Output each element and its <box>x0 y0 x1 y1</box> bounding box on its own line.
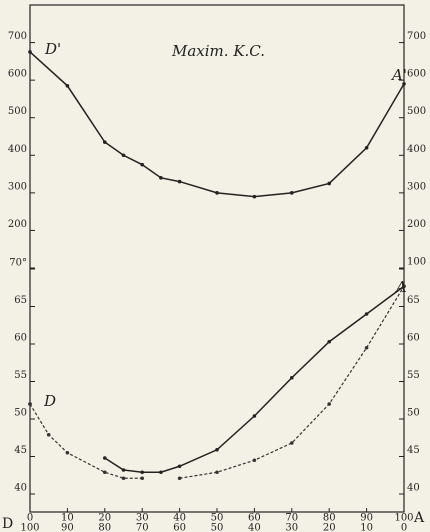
y-tick-label-right: 400 <box>407 144 426 155</box>
x2-tick-label: 0 <box>401 523 407 532</box>
point <box>65 83 70 88</box>
point <box>364 312 369 316</box>
x2-tick-label: 60 <box>173 523 186 532</box>
annotation: A <box>394 278 407 296</box>
axis-label-a: A <box>413 510 425 526</box>
y-tick-label-right: 55 <box>407 370 420 381</box>
point <box>140 162 144 167</box>
x-tick-label: 30 <box>136 513 149 524</box>
point <box>327 339 332 344</box>
point <box>28 50 32 54</box>
x2-tick-label: 80 <box>98 523 111 532</box>
point <box>252 414 257 418</box>
y-tick-label-right: 600 <box>407 69 426 80</box>
series-line <box>29 51 405 198</box>
point <box>121 476 126 481</box>
x2-tick-label: 30 <box>285 523 298 532</box>
y-tick-label-right: 500 <box>407 106 426 117</box>
point <box>177 464 182 469</box>
point <box>103 456 107 460</box>
y-tick-label-right: 700 <box>407 31 426 42</box>
point <box>28 402 32 406</box>
point <box>215 191 219 195</box>
y-tick-label: 500 <box>8 106 27 117</box>
point <box>290 191 294 195</box>
x2-tick-label: 40 <box>248 523 261 532</box>
point <box>327 181 332 186</box>
x-tick-label: 0 <box>27 513 33 524</box>
point <box>103 470 107 475</box>
y-tick-label-right: 60 <box>407 333 420 344</box>
x-tick-label: 20 <box>98 513 111 524</box>
point <box>177 476 182 481</box>
point <box>140 470 144 475</box>
y-tick-label-right: 65 <box>407 295 420 306</box>
annotation: D <box>43 392 56 410</box>
y-tick-label: 40 <box>14 483 27 494</box>
y-tick-label-right: 100 <box>407 257 426 268</box>
x2-tick-label: 70 <box>136 523 149 532</box>
y-tick-label-right: 40 <box>407 483 420 494</box>
point <box>215 447 219 452</box>
point <box>103 140 107 144</box>
point <box>46 432 51 437</box>
y-tick-label: 50 <box>14 408 27 419</box>
x-tick-label: 80 <box>323 513 336 524</box>
y-tick-label-right: 45 <box>407 445 420 456</box>
point <box>252 458 257 463</box>
point <box>290 441 294 445</box>
annotation: Maxim. K.C. <box>171 42 265 60</box>
y-tick-label: 65 <box>14 295 27 306</box>
annotation: D' <box>44 40 61 58</box>
y-tick-label-right: 50 <box>407 408 420 419</box>
point <box>290 375 294 380</box>
point <box>140 476 144 481</box>
x-tick-label: 100 <box>394 513 413 524</box>
x-tick-label: 40 <box>173 513 186 524</box>
point <box>159 176 163 180</box>
point <box>65 450 70 455</box>
frame <box>29 4 405 513</box>
x-tick-label: 50 <box>211 513 224 524</box>
annotation: A' <box>390 66 407 84</box>
y-tick-label: 600 <box>8 69 27 80</box>
x-tick-label: 90 <box>360 513 373 524</box>
point <box>364 345 369 350</box>
x-tick-label: 60 <box>248 513 261 524</box>
point <box>327 402 332 406</box>
y-tick-label: 300 <box>8 181 27 192</box>
point <box>402 284 406 289</box>
y-tick-label: 45 <box>14 445 27 456</box>
point <box>215 470 219 475</box>
x2-tick-label: 10 <box>360 523 373 532</box>
axis-label-d: D <box>2 516 13 532</box>
y-tick-label: 200 <box>8 219 27 230</box>
point <box>364 145 369 150</box>
point <box>252 194 257 199</box>
x2-tick-label: 100 <box>20 523 39 532</box>
point <box>121 153 126 158</box>
y-tick-label-right: 200 <box>407 219 426 230</box>
series-line <box>104 285 405 473</box>
point <box>121 468 126 472</box>
y-tick-label: 70° <box>9 258 27 269</box>
y-tick-label: 55 <box>14 370 27 381</box>
x2-tick-label: 90 <box>61 523 74 532</box>
point <box>402 82 406 86</box>
y-tick-label-right: 300 <box>407 181 426 192</box>
point <box>159 470 163 475</box>
x-tick-label: 10 <box>61 513 74 524</box>
x2-tick-label: 20 <box>323 523 336 532</box>
y-tick-label: 60 <box>14 333 27 344</box>
point <box>177 179 182 184</box>
x-tick-label: 70 <box>285 513 298 524</box>
y-tick-label: 700 <box>8 31 27 42</box>
x2-tick-label: 50 <box>211 523 224 532</box>
y-tick-label: 400 <box>8 144 27 155</box>
